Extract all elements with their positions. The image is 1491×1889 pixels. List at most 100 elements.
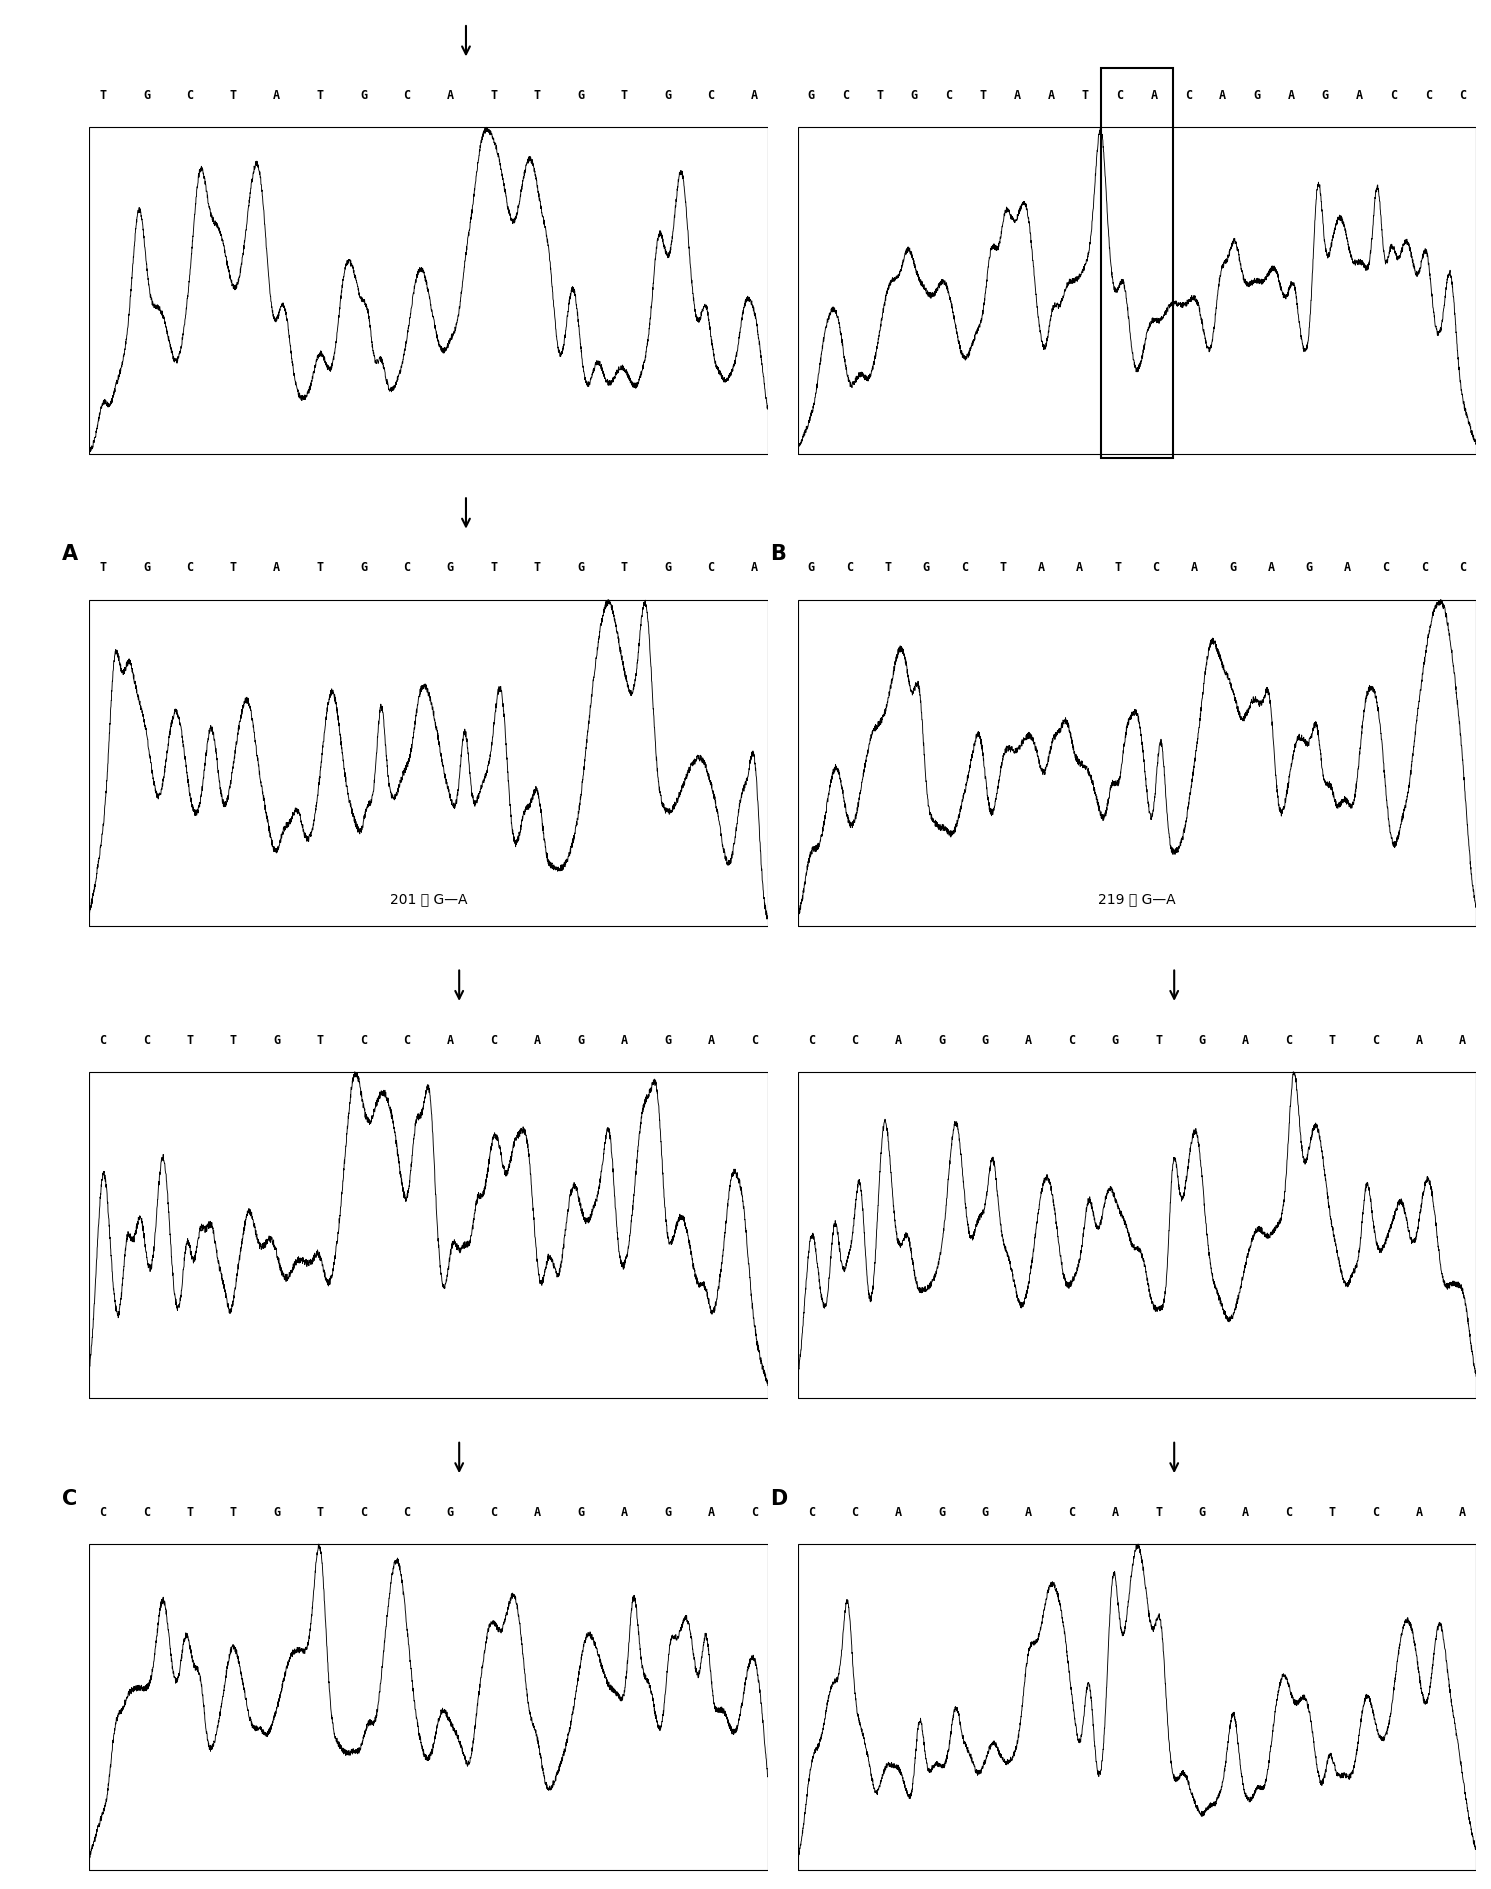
Text: A: A: [273, 89, 280, 102]
Text: G: G: [663, 1033, 671, 1047]
Text: C: C: [100, 1033, 106, 1047]
Text: A: A: [751, 561, 757, 574]
Text: T: T: [999, 561, 1006, 574]
Text: G: G: [1254, 89, 1260, 102]
Text: C: C: [143, 1033, 151, 1047]
Text: T: T: [1114, 561, 1121, 574]
Text: T: T: [230, 1506, 237, 1519]
Text: T: T: [316, 89, 324, 102]
Text: G: G: [923, 561, 930, 574]
Text: G: G: [938, 1033, 945, 1047]
Text: C: C: [751, 1506, 757, 1519]
Text: C: C: [186, 89, 194, 102]
Bar: [89, 599, 768, 926]
Text: T: T: [316, 561, 324, 574]
Text: C: C: [707, 561, 714, 574]
Text: A: A: [1343, 561, 1351, 574]
Text: A: A: [1191, 561, 1197, 574]
Text: T: T: [230, 89, 237, 102]
Text: A: A: [707, 1033, 714, 1047]
Text: C: C: [1421, 561, 1428, 574]
Text: C: C: [1285, 1506, 1293, 1519]
Text: A: A: [620, 1506, 628, 1519]
Text: G: G: [1112, 1033, 1118, 1047]
Text: T: T: [620, 89, 628, 102]
Text: G: G: [1306, 561, 1314, 574]
Text: G: G: [663, 89, 671, 102]
Text: G: G: [273, 1033, 280, 1047]
Bar: [89, 1543, 768, 1870]
Text: T: T: [1082, 89, 1088, 102]
Text: T: T: [1156, 1033, 1161, 1047]
Text: C: C: [1068, 1033, 1075, 1047]
Text: T: T: [491, 89, 498, 102]
Text: G: G: [1199, 1033, 1206, 1047]
Text: C: C: [143, 1506, 151, 1519]
Text: G: G: [808, 89, 814, 102]
Text: T: T: [316, 1033, 324, 1047]
Text: A: A: [620, 1033, 628, 1047]
Text: G: G: [808, 561, 814, 574]
Text: T: T: [186, 1506, 194, 1519]
Text: A: A: [1112, 1506, 1118, 1519]
Text: T: T: [230, 561, 237, 574]
Text: C: C: [1372, 1033, 1379, 1047]
Text: G: G: [447, 561, 453, 574]
Text: G: G: [981, 1506, 989, 1519]
Bar: [798, 1071, 1476, 1398]
Text: A: A: [1415, 1033, 1422, 1047]
Text: A: A: [1460, 1506, 1466, 1519]
Text: A: A: [273, 561, 280, 574]
Bar: [89, 127, 768, 453]
Bar: [89, 1071, 768, 1398]
Text: A: A: [1242, 1506, 1249, 1519]
Text: G: G: [359, 561, 367, 574]
Text: G: G: [143, 89, 151, 102]
Text: C: C: [945, 89, 951, 102]
Text: C: C: [808, 1506, 814, 1519]
Text: C: C: [1425, 89, 1431, 102]
Text: G: G: [273, 1506, 280, 1519]
Text: C: C: [1153, 561, 1160, 574]
Text: G: G: [143, 561, 151, 574]
Text: C: C: [404, 89, 410, 102]
Text: A: A: [1038, 561, 1045, 574]
Text: T: T: [100, 561, 106, 574]
Text: A: A: [534, 1033, 541, 1047]
Text: T: T: [100, 89, 106, 102]
Text: A: A: [1460, 1033, 1466, 1047]
Text: C: C: [1285, 1033, 1293, 1047]
Text: A: A: [1288, 89, 1294, 102]
Text: C: C: [359, 1506, 367, 1519]
Text: A: A: [447, 1033, 453, 1047]
Text: A: A: [63, 544, 79, 565]
Text: C: C: [1460, 89, 1466, 102]
Text: G: G: [577, 561, 584, 574]
Text: A: A: [1220, 89, 1226, 102]
Text: G: G: [577, 1506, 584, 1519]
Text: C: C: [491, 1033, 498, 1047]
Text: C: C: [1391, 89, 1397, 102]
Text: A: A: [1267, 561, 1275, 574]
Text: T: T: [1328, 1506, 1336, 1519]
Text: C: C: [63, 1489, 78, 1509]
Text: C: C: [1185, 89, 1191, 102]
Text: G: G: [359, 89, 367, 102]
Text: T: T: [186, 1033, 194, 1047]
Text: T: T: [1328, 1033, 1336, 1047]
Bar: [798, 599, 1476, 926]
Text: A: A: [1014, 89, 1020, 102]
Text: A: A: [1357, 89, 1363, 102]
Text: C: C: [1460, 561, 1466, 574]
Text: 219 位 G—A: 219 位 G—A: [1097, 892, 1176, 907]
Text: C: C: [808, 1033, 814, 1047]
Text: T: T: [884, 561, 892, 574]
Text: A: A: [534, 1506, 541, 1519]
Text: T: T: [877, 89, 883, 102]
Text: 201 位 G—A: 201 位 G—A: [391, 892, 467, 907]
Text: G: G: [1323, 89, 1328, 102]
Text: G: G: [911, 89, 917, 102]
Text: G: G: [577, 1033, 584, 1047]
Text: C: C: [707, 89, 714, 102]
Text: C: C: [100, 1506, 106, 1519]
